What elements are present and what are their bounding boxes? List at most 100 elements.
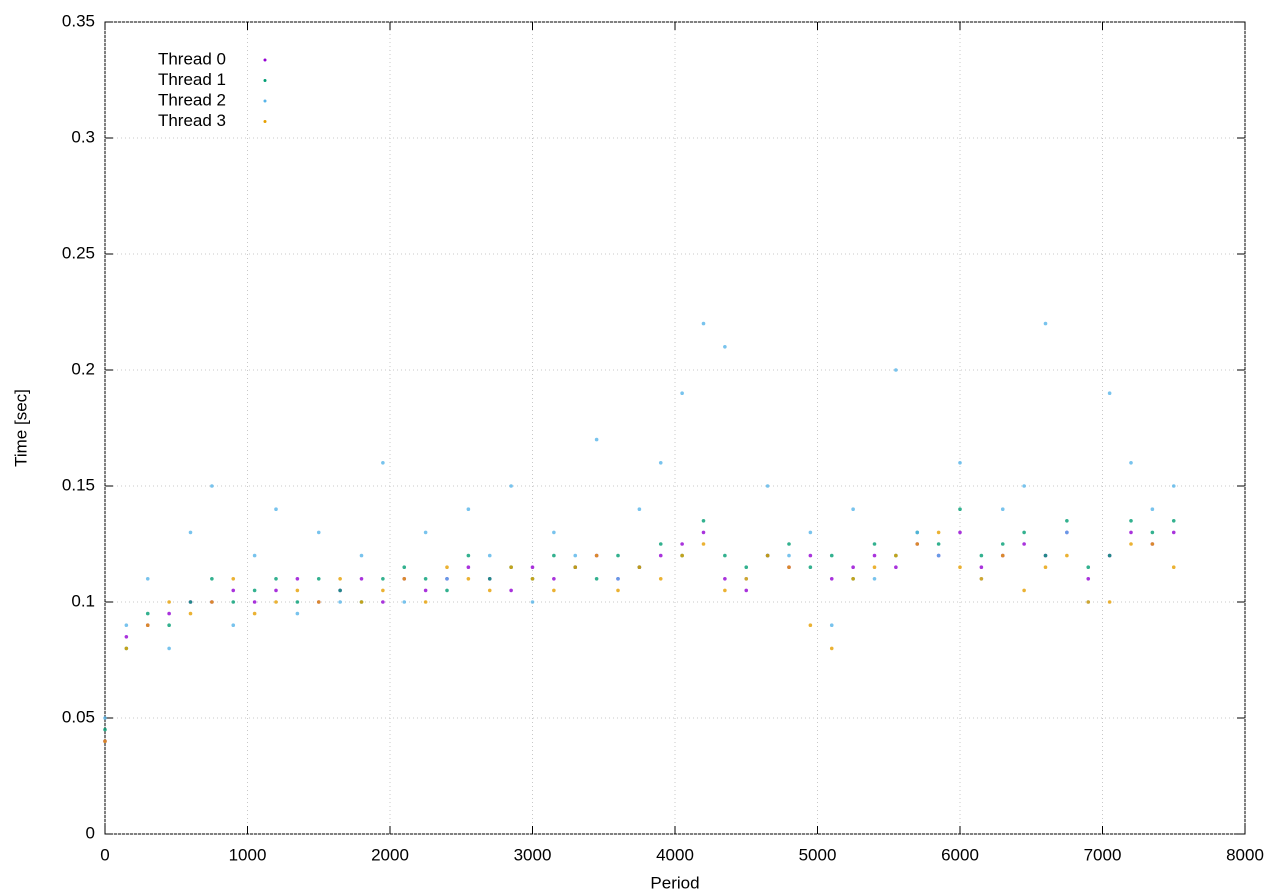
y-tick-label: 0.1 [71,591,95,610]
point [787,565,791,569]
x-tick-label: 4000 [656,845,694,864]
point [124,623,129,627]
point [509,565,513,569]
legend-marker [263,99,267,103]
x-tick-label: 5000 [799,845,837,864]
point [658,577,663,581]
point [509,588,513,593]
point [723,577,727,581]
x-tick-label: 2000 [371,845,409,864]
point [103,727,107,732]
point [915,542,920,546]
point [145,623,150,627]
point [274,588,278,593]
point [295,577,300,581]
point [530,600,535,604]
legend-marker [263,79,267,82]
x-tick-label: 1000 [229,845,267,864]
point [466,553,471,558]
point [723,345,727,349]
point [658,553,663,558]
point [466,577,471,581]
point [316,600,321,604]
point [338,600,342,604]
point [1022,530,1026,535]
point [359,600,364,604]
point [381,588,385,593]
point [1022,542,1026,546]
point [552,588,556,593]
point [958,461,962,465]
point [1150,530,1155,535]
point [765,553,770,558]
y-tick-label: 0 [86,823,95,842]
point [958,530,962,535]
point [787,553,791,558]
point [979,565,984,569]
point [979,553,984,558]
y-axis-label: Time [sec] [11,389,30,467]
point [402,565,407,569]
point [1043,565,1048,569]
point [552,577,556,581]
point [316,530,321,535]
point [210,600,214,604]
legend-label: Thread 0 [158,49,226,68]
point [423,588,428,593]
point [188,530,193,535]
point [210,484,214,488]
point [231,623,236,627]
point [124,646,129,651]
point [445,565,449,569]
point [915,530,920,535]
point [316,577,321,581]
point [808,553,813,558]
point [573,553,578,558]
point [338,588,342,593]
point [658,542,663,546]
point [274,507,278,512]
point [808,565,813,569]
point [958,565,962,569]
point [1000,542,1005,546]
point [894,368,898,372]
point [552,530,556,535]
legend-marker [263,120,267,123]
y-tick-label: 0.35 [62,11,95,30]
point [1107,553,1112,558]
point [936,553,941,558]
point [1171,519,1176,523]
point [701,542,706,546]
point [124,635,129,639]
point [1129,542,1133,546]
point [701,321,706,326]
x-tick-label: 3000 [514,845,552,864]
point [252,588,257,593]
point [637,507,642,512]
point [851,507,855,512]
point [402,600,407,604]
point [723,553,727,558]
point [167,646,171,651]
point [295,600,300,604]
point [167,600,171,604]
point [851,565,855,569]
point [552,553,556,558]
point [744,588,749,593]
point [787,542,791,546]
x-tick-label: 6000 [941,845,979,864]
point [573,565,578,569]
point [530,565,535,569]
point [381,600,385,604]
point [1000,553,1005,558]
point [1107,600,1112,604]
point [231,577,236,581]
point [1107,391,1112,396]
y-tick-label: 0.05 [62,707,95,726]
point [637,565,642,569]
point [744,565,749,569]
point [210,577,214,581]
point [1086,565,1091,569]
point [423,600,428,604]
